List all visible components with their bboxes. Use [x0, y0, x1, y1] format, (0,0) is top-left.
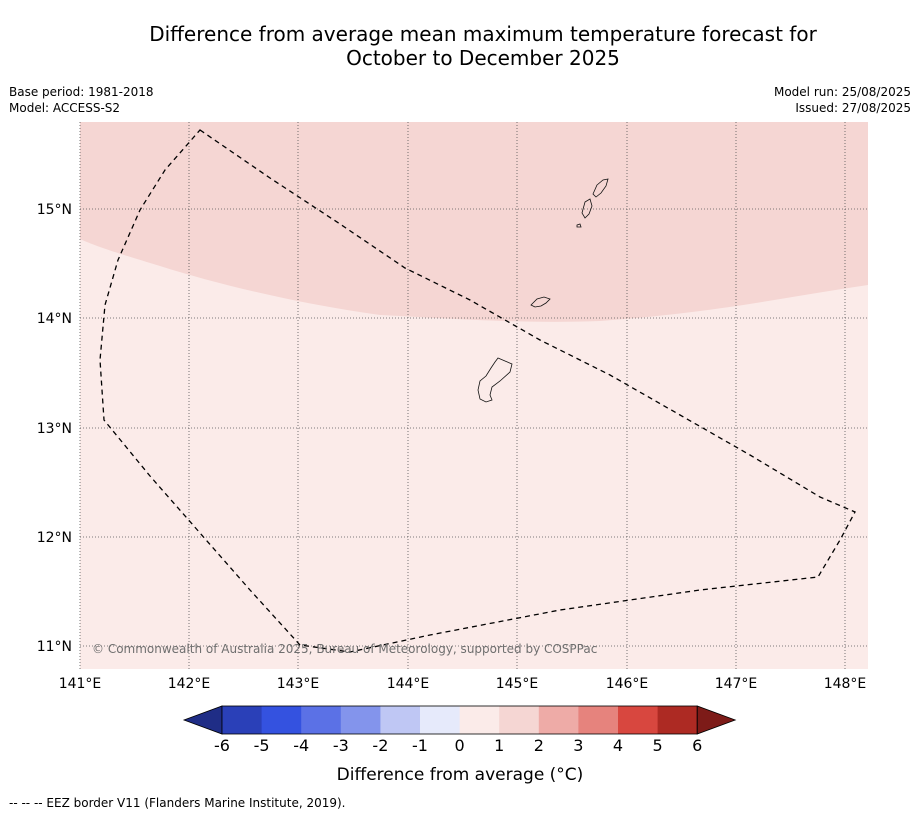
lon-label-142: 142°E: [168, 676, 211, 692]
colorbar-tick-label: -1: [412, 736, 428, 755]
lon-label-143: 143°E: [277, 676, 320, 692]
lon-label-144: 144°E: [387, 676, 430, 692]
colorbar-extension-low: [182, 705, 223, 735]
colorbar-segment: [578, 706, 619, 734]
gridlines: [79, 122, 868, 669]
upper-anomaly-zone: [80, 122, 868, 322]
colorbar-segment: [499, 706, 540, 734]
colorbar-tick-label: -3: [333, 736, 349, 755]
colorbar-tick-label: -5: [254, 736, 270, 755]
longitude-labels: 141°E 142°E 143°E 144°E 145°E 146°E 147°…: [59, 676, 867, 692]
lon-label-147: 147°E: [715, 676, 758, 692]
base-period: Base period: 1981-2018: [9, 85, 154, 99]
colorbar-tick-label: -4: [293, 736, 309, 755]
islands: [477, 178, 609, 403]
colorbar-extension-high: [696, 705, 737, 735]
colorbar-segment: [420, 706, 461, 734]
lat-label-12: 12°N: [37, 530, 72, 546]
lat-label-14: 14°N: [37, 311, 72, 327]
colorbar-tick-label: 6: [692, 736, 702, 755]
map-area: © Commonwealth of Australia 2025, Bureau…: [79, 122, 868, 669]
lon-label-145: 145°E: [496, 676, 539, 692]
colorbar-segment: [538, 706, 579, 734]
colorbar-segment: [261, 706, 302, 734]
model-name: Model: ACCESS-S2: [9, 101, 121, 115]
colorbar-tick-label: 2: [534, 736, 544, 755]
colorbar-tick-label: -2: [372, 736, 388, 755]
title-line-1: Difference from average mean maximum tem…: [149, 22, 817, 46]
eez-footnote: -- -- -- EEZ border V11 (Flanders Marine…: [9, 796, 346, 810]
lon-label-148: 148°E: [824, 676, 867, 692]
island-guam: [477, 357, 513, 403]
colorbar-segment: [657, 706, 698, 734]
map-title: Difference from average mean maximum tem…: [0, 22, 919, 70]
colorbar-segment: [380, 706, 421, 734]
model-run: Model run: 25/08/2025: [773, 85, 911, 99]
lon-label-146: 146°E: [606, 676, 649, 692]
lon-label-141: 141°E: [59, 676, 102, 692]
issued-date: Issued: 27/08/2025: [795, 101, 911, 115]
colorbar-segment: [222, 706, 263, 734]
colorbar-title: Difference from average (°C): [337, 765, 584, 785]
colorbar-labels: -6 -5 -4 -3 -2 -1 0 1 2 3 4 5 6: [214, 736, 702, 755]
colorbar-tick-label: 1: [494, 736, 504, 755]
island-tinian: [581, 198, 593, 219]
colorbar-segment: [618, 706, 659, 734]
meta-left: Base period: 1981-2018 Model: ACCESS-S2: [9, 84, 154, 116]
latitude-labels: 15°N 14°N 13°N 12°N 11°N: [37, 202, 72, 655]
lat-label-15: 15°N: [37, 202, 72, 218]
colorbar-segment: [301, 706, 342, 734]
colorbar-tick-label: 5: [653, 736, 663, 755]
colorbar-tick-label: 3: [573, 736, 583, 755]
island-saipan: [592, 178, 609, 198]
colorbar-tick-label: 0: [455, 736, 465, 755]
colorbar-tick-label: -6: [214, 736, 230, 755]
copyright-notice: © Commonwealth of Australia 2025, Bureau…: [92, 642, 597, 656]
title-line-2: October to December 2025: [346, 46, 620, 70]
colorbar-outline: [221, 705, 698, 735]
meta-right: Model run: 25/08/2025 Issued: 27/08/2025: [774, 84, 911, 116]
island-rota: [530, 296, 551, 308]
island-aguijan: [576, 223, 582, 228]
lat-label-13: 13°N: [37, 421, 72, 437]
colorbar: [182, 705, 737, 735]
colorbar-segment: [340, 706, 381, 734]
colorbar-segment: [459, 706, 500, 734]
colorbar-tick-label: 4: [613, 736, 623, 755]
lat-label-11: 11°N: [37, 639, 72, 655]
